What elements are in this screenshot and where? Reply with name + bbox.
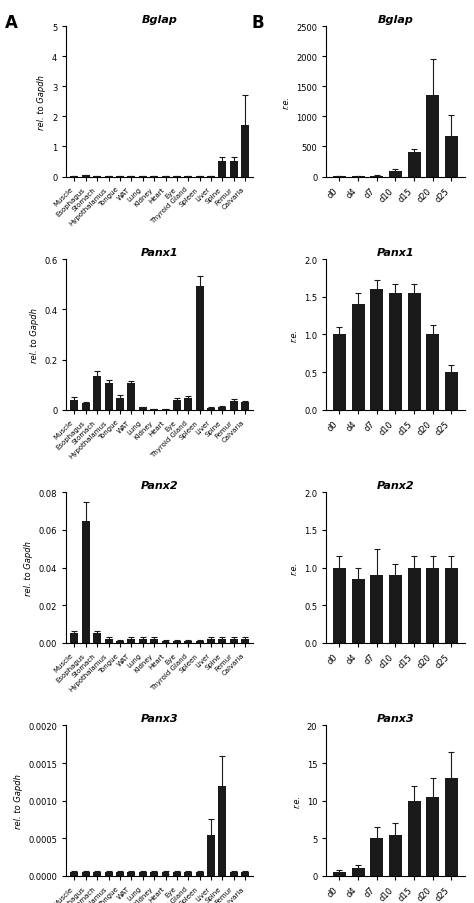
Title: Panx1: Panx1 — [141, 247, 179, 257]
Bar — [184, 641, 192, 643]
Bar — [173, 400, 181, 410]
Bar — [426, 335, 439, 410]
Bar — [162, 641, 170, 643]
Bar — [196, 872, 204, 876]
Bar — [370, 575, 383, 643]
Bar — [241, 639, 249, 643]
Title: Panx3: Panx3 — [141, 713, 179, 723]
Bar — [116, 399, 124, 410]
Bar — [128, 639, 135, 643]
Bar — [408, 801, 420, 876]
Bar — [128, 384, 135, 410]
Bar — [352, 579, 365, 643]
Bar — [139, 872, 146, 876]
Bar — [426, 568, 439, 643]
Title: Panx1: Panx1 — [377, 247, 414, 257]
Bar — [139, 639, 146, 643]
Bar — [230, 163, 238, 177]
Bar — [408, 154, 420, 177]
Bar — [230, 872, 238, 876]
Bar — [445, 373, 458, 410]
Bar — [70, 634, 78, 643]
Y-axis label: rel. to Gapdh: rel. to Gapdh — [29, 308, 38, 362]
Bar — [333, 335, 346, 410]
Bar — [116, 872, 124, 876]
Y-axis label: rel. to Gapdh: rel. to Gapdh — [37, 75, 46, 130]
Bar — [230, 639, 238, 643]
Bar — [370, 838, 383, 876]
Bar — [162, 872, 170, 876]
Bar — [241, 403, 249, 410]
Y-axis label: r.e.: r.e. — [282, 96, 291, 108]
Bar — [207, 834, 215, 876]
Text: B: B — [251, 14, 264, 32]
Bar — [105, 639, 112, 643]
Bar — [352, 869, 365, 876]
Y-axis label: r.e.: r.e. — [290, 329, 299, 341]
Bar — [219, 163, 227, 177]
Bar — [207, 639, 215, 643]
Y-axis label: rel. to Gapdh: rel. to Gapdh — [24, 541, 33, 595]
Bar — [150, 872, 158, 876]
Bar — [82, 404, 90, 410]
Bar — [105, 872, 112, 876]
Bar — [82, 176, 90, 177]
Title: Panx3: Panx3 — [377, 713, 414, 723]
Bar — [82, 521, 90, 643]
Bar — [389, 293, 402, 410]
Bar — [139, 407, 146, 410]
Title: Bglap: Bglap — [377, 15, 413, 25]
Bar — [230, 402, 238, 410]
Bar — [370, 290, 383, 410]
Title: Panx2: Panx2 — [377, 480, 414, 490]
Bar — [445, 136, 458, 177]
Bar — [219, 786, 227, 876]
Y-axis label: r.e.: r.e. — [290, 562, 299, 574]
Bar — [173, 872, 181, 876]
Title: Bglap: Bglap — [142, 15, 178, 25]
Bar — [173, 641, 181, 643]
Bar — [150, 639, 158, 643]
Bar — [389, 575, 402, 643]
Bar — [408, 293, 420, 410]
Bar — [116, 641, 124, 643]
Bar — [196, 286, 204, 410]
Bar — [105, 384, 112, 410]
Bar — [93, 634, 101, 643]
Bar — [70, 872, 78, 876]
Bar — [70, 400, 78, 410]
Bar — [93, 872, 101, 876]
Bar — [445, 568, 458, 643]
Bar — [82, 872, 90, 876]
Text: A: A — [5, 14, 18, 32]
Bar — [93, 377, 101, 410]
Bar — [333, 872, 346, 876]
Bar — [408, 568, 420, 643]
Bar — [128, 872, 135, 876]
Title: Panx2: Panx2 — [141, 480, 179, 490]
Bar — [333, 568, 346, 643]
Bar — [219, 639, 227, 643]
Bar — [184, 399, 192, 410]
Bar — [352, 305, 365, 410]
Bar — [426, 97, 439, 177]
Bar — [196, 641, 204, 643]
Bar — [389, 834, 402, 876]
Bar — [426, 797, 439, 876]
Y-axis label: r.e.: r.e. — [292, 795, 301, 807]
Y-axis label: rel. to Gapdh: rel. to Gapdh — [14, 773, 23, 828]
Bar — [445, 778, 458, 876]
Bar — [389, 172, 402, 177]
Bar — [219, 407, 227, 410]
Bar — [184, 872, 192, 876]
Bar — [241, 126, 249, 177]
Bar — [207, 408, 215, 410]
Bar — [241, 872, 249, 876]
